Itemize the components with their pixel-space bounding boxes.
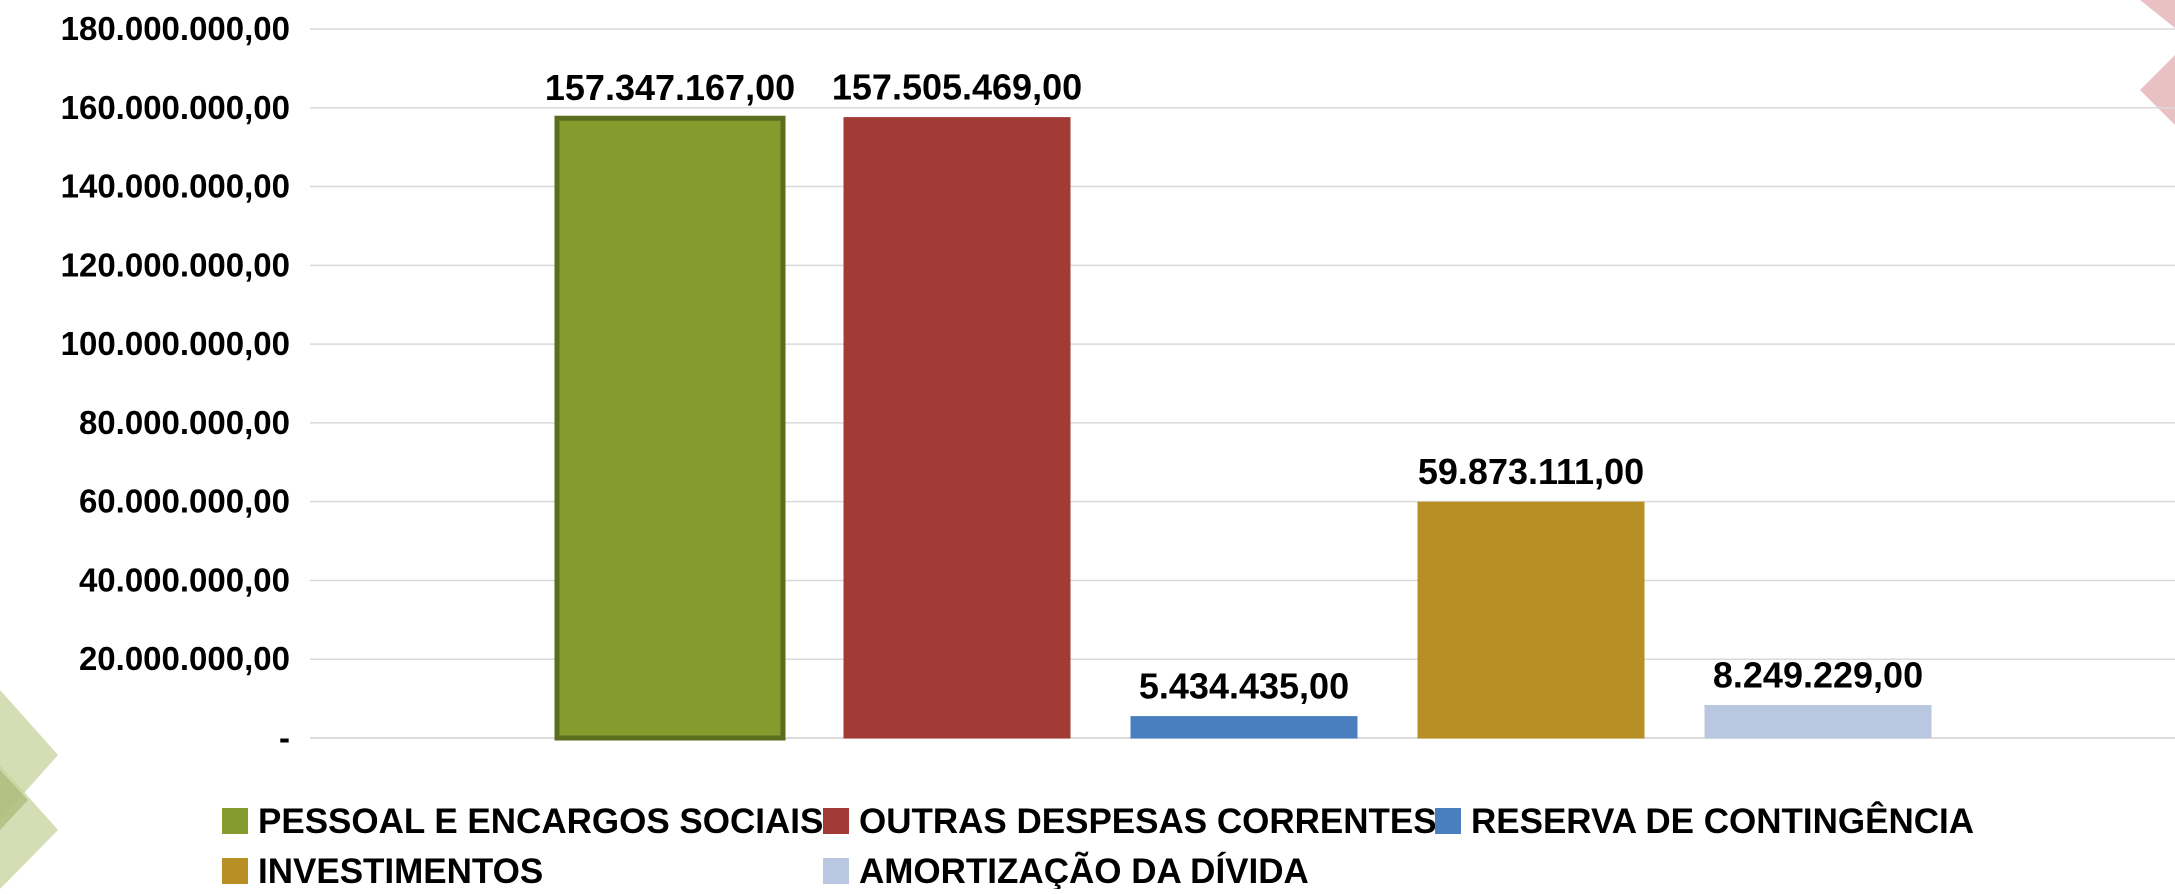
right-diamond-decoration: [2140, 0, 2175, 28]
left-diamond-decoration: [0, 770, 28, 830]
data-label: 59.873.111,00: [1418, 451, 1644, 492]
data-labels: 157.347.167,00 157.505.469,00 5.434.435,00…: [545, 67, 1923, 707]
y-tick-label: 180.000.000,00: [61, 10, 290, 47]
legend-label: PESSOAL E ENCARGOS SOCIAIS: [258, 802, 823, 841]
data-label: 157.505.469,00: [832, 67, 1082, 108]
y-tick-label: 120.000.000,00: [61, 246, 290, 283]
right-diamond-decoration: [2140, 55, 2175, 125]
legend-swatch: [823, 858, 849, 884]
legend: PESSOAL E ENCARGOS SOCIAIS OUTRAS DESPESA…: [222, 801, 1974, 891]
legend-label: RESERVA DE CONTINGÊNCIA: [1471, 801, 1974, 841]
legend-label: AMORTIZAÇÃO DA DÍVIDA: [859, 851, 1309, 889]
y-tick-label: 20.000.000,00: [79, 640, 290, 677]
y-tick-label: 160.000.000,00: [61, 89, 290, 126]
data-label: 157.347.167,00: [545, 67, 795, 108]
legend-label: OUTRAS DESPESAS CORRENTES: [859, 802, 1437, 841]
bar: [1130, 716, 1358, 739]
bar: [1704, 705, 1932, 739]
y-tick-label: 60.000.000,00: [79, 483, 290, 520]
legend-label: INVESTIMENTOS: [258, 852, 543, 889]
bar: [843, 117, 1071, 739]
data-label: 8.249.229,00: [1713, 655, 1923, 696]
y-tick-label: 40.000.000,00: [79, 561, 290, 598]
bars: [554, 115, 1932, 741]
legend-swatch: [222, 808, 248, 834]
legend-swatch: [222, 858, 248, 884]
legend-swatch: [1435, 808, 1461, 834]
y-tick-label: 80.000.000,00: [79, 404, 290, 441]
y-tick-label: 100.000.000,00: [61, 325, 290, 362]
legend-swatch: [823, 808, 849, 834]
bar: [1417, 501, 1645, 739]
data-label: 5.434.435,00: [1139, 666, 1349, 707]
bar: [554, 115, 786, 741]
y-tick-label: -: [279, 719, 290, 756]
y-axis-tick-labels: - 20.000.000,00 40.000.000,00 60.000.000,00…: [61, 10, 290, 756]
y-tick-label: 140.000.000,00: [61, 168, 290, 205]
